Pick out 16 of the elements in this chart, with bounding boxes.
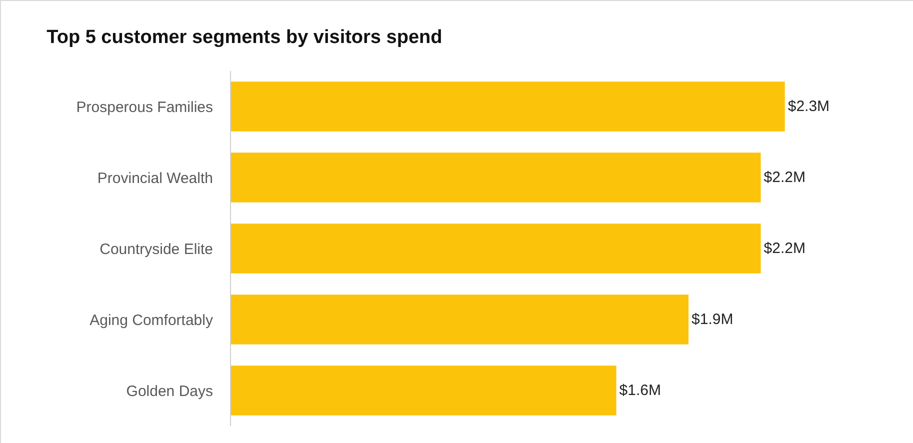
y-tick-label: Golden Days <box>126 382 213 400</box>
y-tick-label: Countryside Elite <box>100 240 213 258</box>
y-tick-label: Provincial Wealth <box>97 170 213 187</box>
bar <box>231 366 616 416</box>
bar <box>231 224 761 274</box>
bar <box>231 82 785 132</box>
bar <box>231 294 689 344</box>
y-tick-label: Aging Comfortably <box>90 312 214 329</box>
data-label: $2.2M <box>764 169 806 186</box>
bar <box>231 152 761 202</box>
data-label: $1.6M <box>619 382 661 399</box>
data-label: $1.9M <box>692 311 734 328</box>
chart-title: Top 5 customer segments by visitors spend <box>46 27 442 48</box>
data-label: $2.3M <box>788 98 830 115</box>
data-label: $2.2M <box>764 240 806 257</box>
y-tick-label: Prosperous Families <box>76 98 213 116</box>
